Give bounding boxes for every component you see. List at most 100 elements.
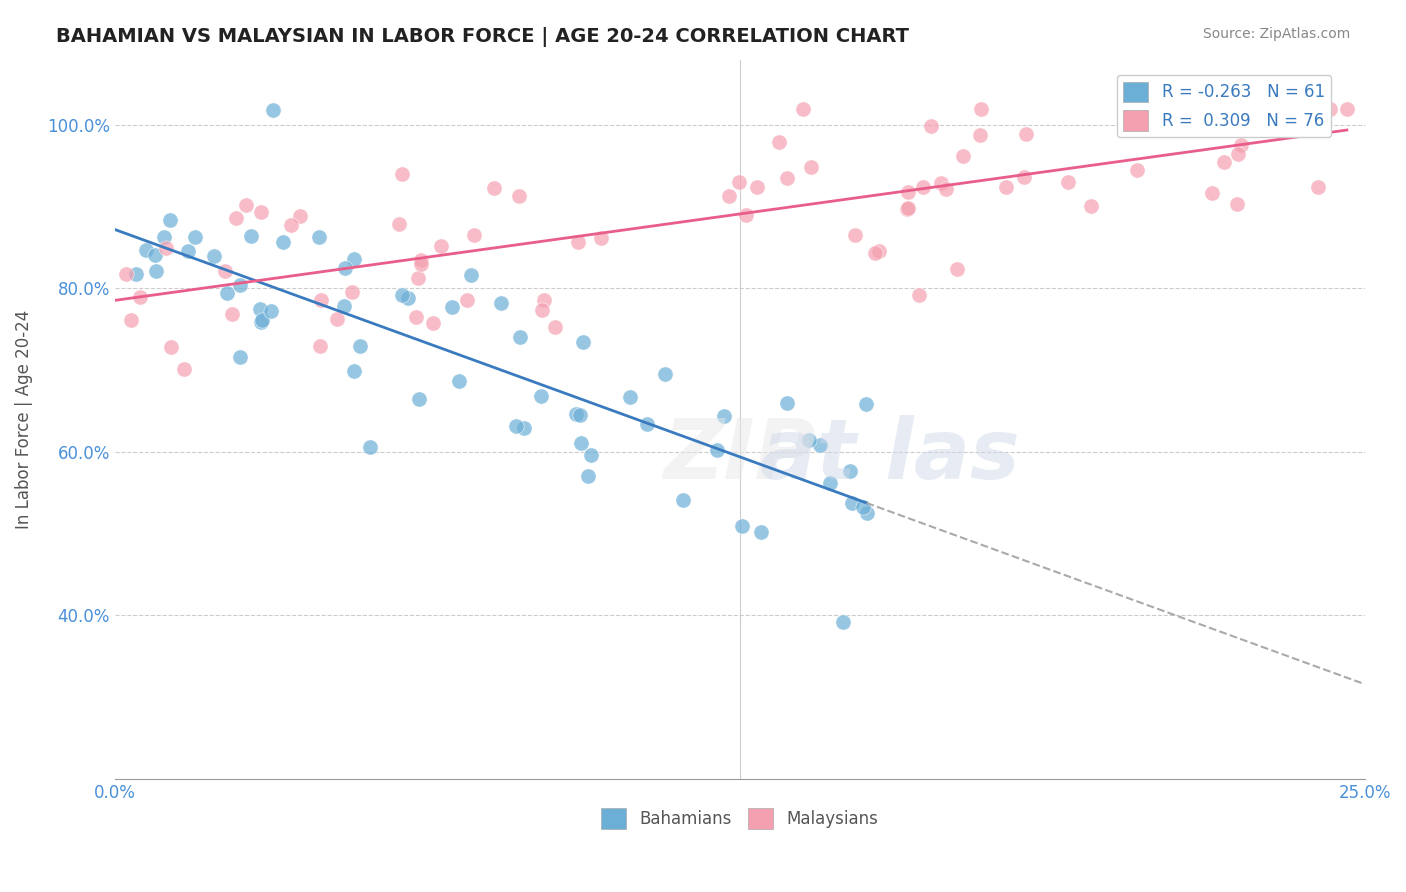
Point (855, 506, 877, 520)
Point (1336, 102, 1358, 116)
Point (280, 218, 302, 232)
Point (221, 306, 243, 320)
Point (184, 229, 207, 244)
Text: BAHAMIAN VS MALAYSIAN IN LABOR FORCE | AGE 20-24 CORRELATION CHART: BAHAMIAN VS MALAYSIAN IN LABOR FORCE | A… (56, 27, 910, 46)
Point (406, 271, 429, 285)
Point (567, 235, 589, 249)
Point (143, 248, 166, 262)
Point (159, 213, 181, 227)
Point (636, 417, 658, 432)
Point (1226, 102, 1249, 116)
Point (250, 315, 273, 329)
Legend: Bahamians, Malaysians: Bahamians, Malaysians (595, 802, 886, 835)
Point (463, 228, 485, 243)
Point (776, 170, 799, 185)
Point (271, 235, 294, 250)
Point (1239, 103, 1261, 117)
Point (388, 217, 411, 231)
Point (1012, 170, 1035, 185)
Point (868, 244, 890, 258)
Point (333, 299, 356, 313)
Point (408, 392, 430, 407)
Point (250, 205, 273, 219)
Point (935, 182, 957, 196)
Point (533, 293, 555, 307)
Point (240, 229, 263, 244)
Point (508, 189, 530, 203)
Point (818, 475, 841, 490)
Point (214, 264, 236, 278)
Point (288, 210, 311, 224)
Point (832, 615, 855, 629)
Point (530, 389, 553, 403)
Point (800, 161, 823, 175)
Point (343, 364, 366, 378)
Point (1306, 180, 1329, 194)
Point (456, 293, 478, 307)
Point (1260, 102, 1282, 116)
Point (145, 264, 167, 278)
Point (839, 464, 862, 478)
Point (359, 440, 381, 454)
Point (250, 313, 273, 327)
Point (309, 338, 332, 352)
Point (396, 291, 419, 305)
Point (1275, 102, 1298, 116)
Point (129, 289, 152, 303)
Point (863, 245, 886, 260)
Point (505, 419, 527, 434)
Point (308, 230, 330, 244)
Point (340, 285, 363, 299)
Point (908, 287, 931, 301)
Point (225, 211, 247, 226)
Point (513, 420, 536, 434)
Point (229, 351, 252, 365)
Point (115, 267, 138, 281)
Point (970, 102, 993, 116)
Point (911, 179, 934, 194)
Point (897, 185, 920, 199)
Point (260, 304, 283, 318)
Point (1149, 120, 1171, 134)
Point (706, 442, 728, 457)
Text: at las: at las (759, 415, 1019, 496)
Point (591, 231, 613, 245)
Point (202, 249, 225, 263)
Point (135, 244, 157, 258)
Point (969, 128, 991, 143)
Point (409, 257, 432, 271)
Point (1227, 146, 1250, 161)
Point (309, 293, 332, 307)
Text: Source: ZipAtlas.com: Source: ZipAtlas.com (1202, 27, 1350, 41)
Point (797, 434, 820, 448)
Point (153, 230, 176, 244)
Point (1229, 138, 1251, 153)
Point (619, 390, 641, 404)
Point (727, 175, 749, 189)
Point (747, 180, 769, 194)
Point (124, 267, 146, 281)
Point (565, 407, 588, 421)
Point (749, 525, 772, 540)
Point (808, 438, 831, 452)
Point (734, 208, 756, 222)
Point (1080, 198, 1102, 212)
Point (945, 262, 967, 277)
Point (841, 496, 863, 510)
Point (263, 103, 285, 117)
Point (713, 409, 735, 423)
Point (1213, 154, 1236, 169)
Point (530, 303, 553, 318)
Point (569, 409, 592, 423)
Point (579, 448, 602, 462)
Point (896, 202, 918, 216)
Point (844, 228, 866, 243)
Point (509, 329, 531, 343)
Point (995, 180, 1018, 194)
Point (792, 102, 814, 116)
Point (430, 239, 453, 253)
Point (405, 310, 427, 324)
Point (422, 316, 444, 330)
Point (571, 335, 593, 350)
Point (852, 500, 875, 514)
